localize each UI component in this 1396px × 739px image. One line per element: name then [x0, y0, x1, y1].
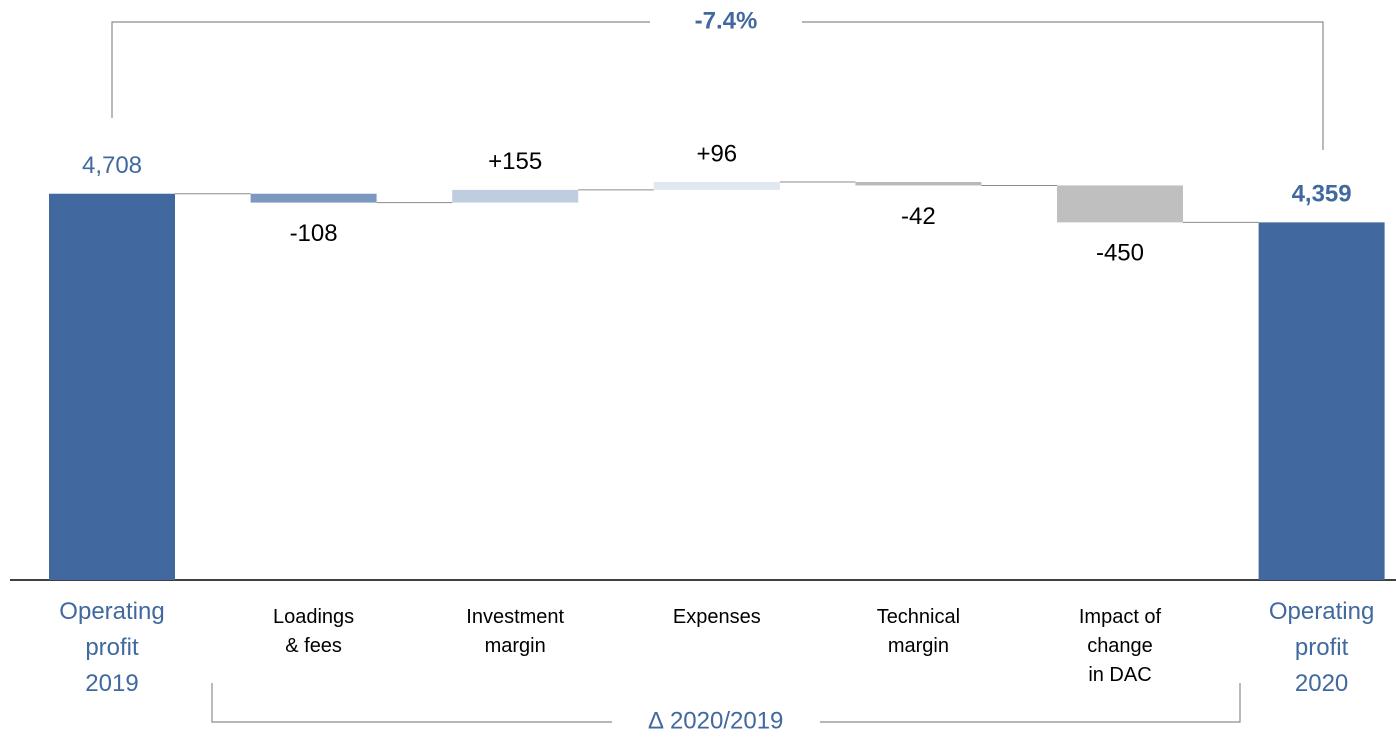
value-label: -450 — [1096, 240, 1144, 267]
category-label: Loadings & fees — [273, 606, 355, 657]
category-label: Technical margin — [876, 606, 961, 657]
value-label: +96 — [696, 140, 737, 167]
value-label: 4,708 — [82, 152, 142, 179]
bottom-annotation: ∆ 2020/2019 — [649, 707, 784, 734]
bar — [855, 182, 982, 186]
value-label: -108 — [290, 220, 338, 247]
category-label: Investment margin — [466, 606, 565, 657]
value-label: -42 — [901, 203, 936, 230]
top-bracket — [111, 21, 650, 118]
bar — [452, 189, 579, 203]
bottom-bracket — [820, 683, 1241, 723]
category-label: Impact of change in DAC — [1078, 606, 1162, 686]
top-annotation: -7.4% — [695, 7, 758, 34]
bar — [1258, 222, 1385, 581]
bar — [653, 182, 780, 190]
category-label: Operating profit 2020 — [1268, 598, 1375, 697]
top-bracket — [802, 21, 1324, 150]
category-label: Expenses — [672, 606, 761, 628]
bottom-bracket — [211, 683, 612, 723]
value-label: 4,359 — [1292, 181, 1352, 208]
category-label: Operating profit 2019 — [59, 598, 165, 697]
bar — [250, 193, 377, 203]
bar — [1057, 185, 1183, 223]
value-label: +155 — [488, 148, 542, 175]
bar — [49, 193, 175, 580]
